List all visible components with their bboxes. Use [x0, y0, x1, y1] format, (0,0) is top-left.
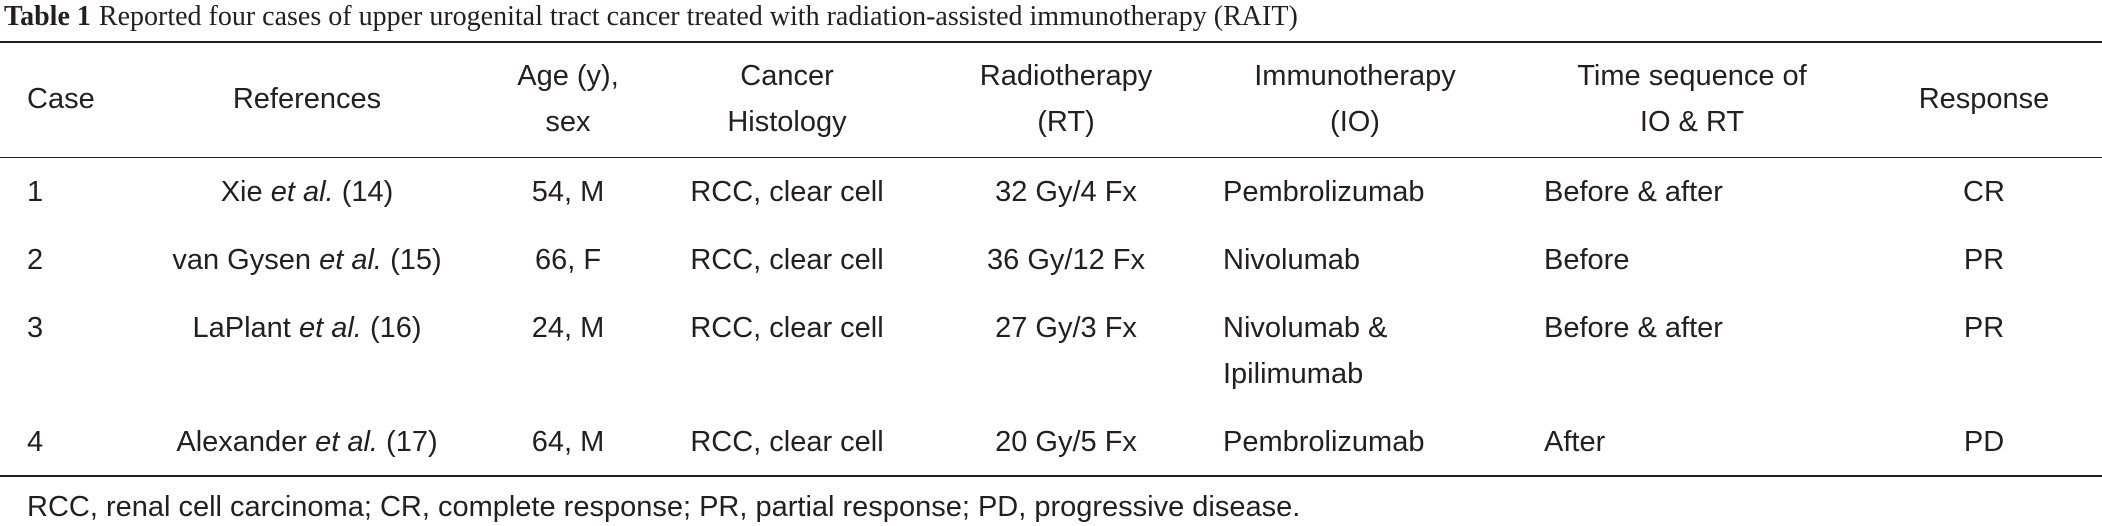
citation: (16) [369, 312, 422, 344]
body-cell: 54, M [531, 176, 605, 208]
footnote: RCC, renal cell carcinoma; CR, complete … [27, 491, 1301, 523]
body-cell: 20 Gy/5 Fx [995, 426, 1137, 458]
header-cell: Age (y), [517, 60, 619, 92]
body-cell: 2 [27, 244, 44, 276]
author: LaPlant [192, 312, 291, 344]
header-cell: sex [545, 106, 591, 138]
body-cell: RCC, clear cell [690, 176, 884, 208]
table-caption: Table 1 Reported four cases of upper urog… [4, 0, 1298, 34]
author: Xie [220, 176, 263, 208]
body-cell: Before [1544, 244, 1630, 276]
body-cell: Pembrolizumab [1223, 426, 1425, 458]
reference-cell: Xie et al. (14) [221, 174, 394, 210]
body-cell: 1 [27, 176, 44, 208]
body-cell: Nivolumab [1223, 244, 1360, 276]
header-cell: Response [1918, 83, 2050, 115]
et-al: et al. [319, 244, 382, 276]
reference-cell: van Gysen et al. (15) [172, 242, 441, 278]
et-al: et al. [298, 312, 362, 344]
header-cell: Radiotherapy [979, 60, 1153, 92]
et-al: et al. [315, 426, 378, 458]
body-cell: 27 Gy/3 Fx [995, 312, 1137, 344]
header-cell: Histology [727, 106, 847, 138]
header-cell: IO & RT [1639, 106, 1745, 138]
body-cell: Before & after [1544, 312, 1723, 344]
header-cell: Case [27, 83, 95, 115]
body-cell: RCC, clear cell [690, 426, 884, 458]
body-cell: 3 [27, 312, 44, 344]
body-cell: 64, M [531, 426, 605, 458]
header-cell: Time sequence of [1577, 60, 1807, 92]
table-label: Table 1 [4, 1, 91, 32]
body-cell: RCC, clear cell [690, 244, 884, 276]
bottom-rule [0, 475, 2102, 477]
body-cell: Ipilimumab [1223, 358, 1364, 390]
header-cell: References [232, 83, 382, 115]
body-cell: PD [1963, 426, 2005, 458]
citation: (15) [390, 244, 442, 276]
citation: (14) [341, 176, 394, 208]
header-cell: Immunotherapy [1254, 60, 1456, 92]
header-cell: (RT) [1037, 106, 1095, 138]
body-cell: 4 [27, 426, 44, 458]
reference-cell: LaPlant et al. (16) [192, 310, 421, 346]
body-cell: PR [1963, 312, 2005, 344]
author: Alexander [176, 426, 307, 458]
header-cell: Cancer [740, 60, 834, 92]
body-cell: 32 Gy/4 Fx [995, 176, 1137, 208]
body-cell: 66, F [534, 244, 602, 276]
author: van Gysen [172, 244, 311, 276]
et-al: et al. [270, 176, 334, 208]
reference-cell: Alexander et al. (17) [176, 424, 437, 460]
body-cell: Pembrolizumab [1223, 176, 1425, 208]
body-cell: 36 Gy/12 Fx [987, 244, 1145, 276]
citation: (17) [386, 426, 438, 458]
top-rule [0, 41, 2102, 43]
body-cell: Before & after [1544, 176, 1723, 208]
body-cell: After [1544, 426, 1606, 458]
body-cell: CR [1963, 176, 2005, 208]
body-cell: PR [1963, 244, 2005, 276]
body-cell: Nivolumab & [1223, 312, 1388, 344]
header-rule [0, 157, 2102, 158]
body-cell: RCC, clear cell [690, 312, 884, 344]
caption-text: Reported four cases of upper urogenital … [98, 1, 1298, 32]
body-cell: 24, M [531, 312, 605, 344]
header-cell: (IO) [1330, 106, 1380, 138]
